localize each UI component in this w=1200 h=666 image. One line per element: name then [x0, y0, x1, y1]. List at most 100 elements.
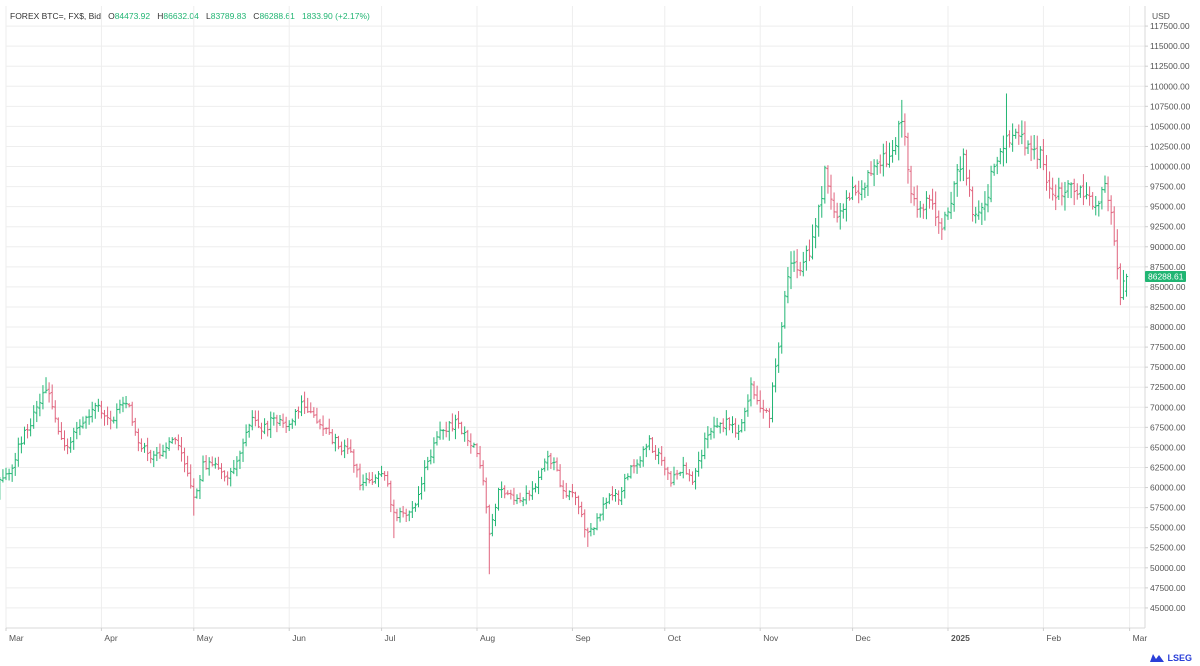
ohlc-bar [1069, 182, 1073, 199]
y-tick-label: 65000.00 [1150, 442, 1186, 452]
ohlc-bar [13, 452, 17, 476]
ohlc-bar [1007, 130, 1012, 148]
ohlc-bar [900, 99, 904, 138]
ohlc-bar [1081, 174, 1086, 206]
ohlc-bar [438, 421, 442, 440]
ohlc-bar [727, 417, 732, 431]
y-tick-label: 92500.00 [1150, 222, 1186, 232]
ohlc-bar [764, 408, 768, 413]
ohlc-bar [506, 490, 510, 496]
ohlc-bar [644, 443, 648, 458]
ohlc-bar [555, 457, 559, 472]
ohlc-bar [336, 435, 341, 450]
x-tick-label: Sep [575, 633, 590, 643]
ohlc-bar [884, 141, 889, 168]
ohlc-bar [1023, 121, 1027, 156]
ohlc-bar [838, 202, 842, 230]
ohlc-bar [204, 455, 208, 470]
ohlc-bar [1051, 177, 1055, 201]
ohlc-bar [832, 192, 836, 219]
ohlc-bar [690, 471, 695, 485]
ohlc-bar [383, 471, 387, 481]
ohlc-bar [937, 210, 941, 234]
ohlc-bar [1078, 185, 1082, 198]
ohlc-bar [650, 437, 655, 453]
ohlc-bar [583, 509, 587, 538]
ohlc-bar [943, 211, 947, 231]
ohlc-bar [1057, 177, 1061, 200]
ohlc-bar [22, 426, 27, 445]
ohlc-bar [804, 245, 808, 271]
y-tick-label: 87500.00 [1150, 262, 1186, 272]
ohlc-bar [53, 400, 57, 423]
ohlc-bar [592, 527, 596, 536]
ohlc-bar [358, 463, 362, 491]
ohlc-bar [1041, 139, 1046, 171]
ohlc-bar [327, 418, 331, 435]
ohlc-bar [312, 407, 316, 418]
ohlc-bar [56, 417, 60, 435]
ohlc-bar [1066, 180, 1070, 198]
ohlc-bar [339, 441, 344, 456]
ohlc-bar [386, 471, 390, 487]
ohlc-bar [127, 403, 131, 408]
ohlc-bar [472, 442, 476, 448]
ohlc-bar [155, 446, 159, 462]
ohlc-bar [112, 416, 116, 424]
ohlc-bar [121, 396, 125, 413]
ohlc-bar [974, 206, 978, 224]
y-tick-label: 75000.00 [1150, 362, 1186, 372]
y-tick-label: 77500.00 [1150, 342, 1186, 352]
ohlc-bar [724, 410, 728, 436]
ohlc-bar [546, 450, 550, 471]
ohlc-bar [616, 490, 621, 505]
ohlc-bar [1060, 182, 1064, 206]
y-tick-label: 60000.00 [1150, 483, 1186, 493]
ohlc-bar [460, 421, 464, 435]
ohlc-bar [580, 501, 584, 518]
ohlc-bar [293, 409, 297, 426]
ohlc-bar [755, 385, 759, 405]
ohlc-bar [604, 497, 608, 509]
ohlc-bar [493, 503, 498, 527]
y-tick-label: 107500.00 [1150, 101, 1190, 111]
ohlc-bar [1032, 134, 1036, 160]
lseg-logo: LSEG [1150, 653, 1192, 663]
ohlc-bar [521, 497, 525, 507]
legend-close-label: C [253, 11, 260, 21]
ohlc-bar [281, 413, 285, 428]
ohlc-bar [1100, 186, 1104, 210]
ohlc-bar [909, 165, 913, 204]
ohlc-bar [469, 433, 473, 454]
legend-symbol: FOREX BTC=, FX$, Bid [10, 11, 101, 21]
x-axis-ticks: Mar Apr May Jun Jul Aug Sep Oct Nov Dec 2025 Feb Mar [5, 628, 1147, 643]
ohlc-bar [623, 473, 627, 499]
ohlc-bar [866, 170, 870, 197]
y-axis-ticks: 45000.00 47500.00 50000.00 52500.00 55000.00… [1145, 21, 1190, 613]
ohlc-bar [287, 420, 291, 432]
ohlc-bar [878, 154, 882, 174]
ohlc-bar [1035, 135, 1039, 169]
ohlc-bar [379, 465, 384, 477]
ohlc-bar [158, 443, 162, 459]
y-tick-label: 55000.00 [1150, 523, 1186, 533]
ohlc-bar [435, 431, 439, 446]
ohlc-bar [961, 148, 965, 182]
ohlc-bar [700, 449, 704, 469]
ohlc-bar [441, 429, 445, 440]
ohlc-bar [869, 161, 873, 177]
ohlc-bar [586, 527, 590, 547]
ohlc-bar [733, 418, 738, 438]
ohlc-bar [35, 400, 39, 423]
y-tick-label: 57500.00 [1150, 503, 1186, 513]
ohlc-bar [373, 474, 378, 484]
ohlc-bar [401, 505, 405, 518]
ohlc-bar [638, 456, 642, 468]
ohlc-bar [543, 458, 547, 472]
ohlc-bar [986, 184, 990, 213]
ohlc-bar [222, 470, 227, 482]
ohlc-bar [678, 471, 682, 476]
ohlc-bar [807, 239, 812, 262]
